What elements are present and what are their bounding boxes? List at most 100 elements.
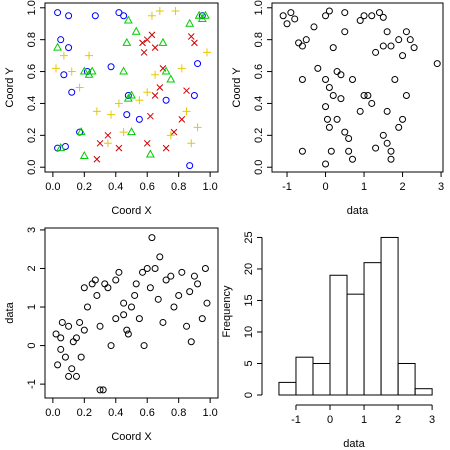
x-axis-title: Coord X (111, 205, 152, 217)
point (161, 66, 171, 75)
point (171, 6, 180, 15)
y-tick-label: 0.8 (253, 32, 265, 47)
point (101, 280, 109, 288)
point (151, 44, 159, 51)
point (69, 338, 77, 346)
point (402, 28, 410, 36)
point (183, 322, 191, 330)
point (65, 372, 73, 380)
point (53, 42, 63, 51)
point (175, 291, 183, 299)
point (322, 160, 330, 168)
point (114, 99, 123, 108)
point (166, 74, 176, 83)
point (333, 68, 341, 76)
point (93, 155, 101, 163)
point (76, 318, 84, 326)
point (379, 13, 387, 21)
y-tick-label: 15 (243, 294, 255, 306)
y-tick-label: 0 (243, 392, 255, 398)
point (154, 295, 162, 303)
point (170, 303, 178, 311)
point (170, 128, 178, 136)
y-tick-label: 5 (243, 360, 255, 366)
point (61, 353, 69, 361)
point (52, 64, 61, 73)
point (72, 372, 80, 380)
point (65, 12, 73, 20)
point (54, 361, 62, 369)
point (298, 147, 306, 155)
point (298, 76, 306, 84)
y-tick-label: 0.4 (26, 96, 38, 111)
point (325, 123, 333, 131)
point (143, 264, 151, 272)
point (194, 280, 202, 288)
point (356, 17, 364, 25)
point (56, 143, 66, 152)
plot-box (44, 2, 219, 173)
point (395, 123, 403, 131)
x-tick-label: 0.2 (77, 407, 92, 419)
point (88, 280, 96, 288)
point (139, 39, 146, 47)
point (75, 83, 84, 92)
x-tick-label: 1.0 (202, 407, 217, 419)
point (156, 84, 164, 91)
point (85, 51, 94, 60)
point (182, 107, 191, 116)
y-tick-label: 20 (243, 263, 255, 275)
point (68, 88, 76, 96)
point (162, 276, 170, 284)
point (325, 84, 333, 91)
point (79, 151, 89, 160)
point (104, 284, 112, 292)
point (147, 11, 156, 20)
point (91, 12, 99, 20)
point (387, 147, 395, 155)
point (91, 276, 99, 284)
point (379, 42, 387, 50)
x-tick-label: 0.6 (140, 407, 155, 419)
point (59, 51, 68, 60)
x-axis-title: data (347, 205, 369, 217)
point (203, 299, 211, 307)
x-tick-label: 0.0 (45, 407, 60, 419)
point (387, 155, 395, 163)
point (194, 10, 204, 19)
point (187, 139, 196, 148)
point (159, 318, 167, 326)
point (337, 95, 345, 103)
y-tick-label: 1.0 (26, 0, 38, 15)
plot-box (44, 227, 219, 399)
x-tick-label: 0.0 (45, 181, 60, 193)
point (383, 28, 391, 36)
point (399, 52, 407, 60)
point (200, 10, 210, 19)
point (79, 66, 89, 75)
point (158, 37, 168, 46)
x-tick-label: 1 (361, 181, 367, 193)
point (139, 268, 147, 276)
point (92, 107, 101, 116)
point (122, 37, 132, 46)
y-tick-label: 0.6 (253, 64, 265, 79)
x-axis-title: data (343, 438, 365, 450)
point (283, 20, 291, 28)
point (322, 76, 330, 84)
plot-box (271, 2, 444, 173)
point (80, 326, 88, 334)
point (302, 36, 310, 44)
point (190, 91, 198, 99)
point (356, 107, 364, 115)
x-tick-label: 0.8 (171, 181, 186, 193)
point (406, 36, 414, 44)
point (360, 91, 368, 99)
y-axis-title: data (4, 301, 16, 323)
point (368, 12, 376, 20)
bar (414, 388, 433, 396)
point (410, 44, 418, 52)
point (120, 311, 128, 319)
point (322, 103, 330, 111)
point (60, 71, 68, 79)
